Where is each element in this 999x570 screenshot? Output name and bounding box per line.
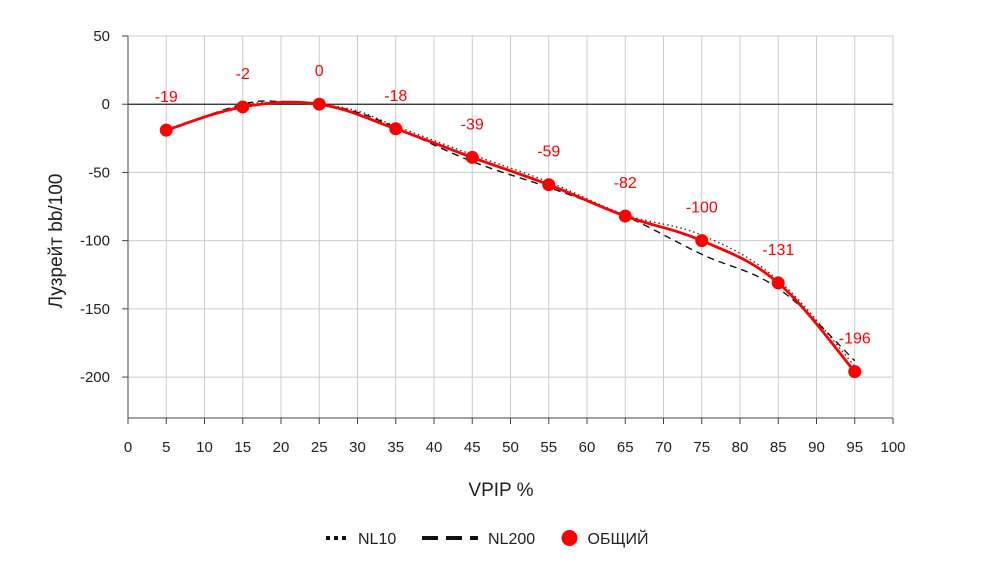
data-label: -2 xyxy=(236,66,250,83)
data-point-marker xyxy=(312,97,326,111)
data-label: -131 xyxy=(762,242,794,259)
data-point-marker xyxy=(695,234,709,248)
markers xyxy=(159,97,862,379)
x-tick-label: 65 xyxy=(617,439,634,456)
x-tick-label: 95 xyxy=(846,439,863,456)
legend-label: NL10 xyxy=(358,531,396,548)
y-tick-label: -50 xyxy=(88,164,110,181)
x-tick-label: 15 xyxy=(234,439,251,456)
x-tick-label: 25 xyxy=(311,439,328,456)
data-point-marker xyxy=(771,276,785,290)
x-tick-label: 0 xyxy=(124,439,132,456)
data-point-marker xyxy=(236,100,250,114)
x-tick-label: 40 xyxy=(426,439,443,456)
data-point-marker xyxy=(159,123,173,137)
data-labels: -19 -2 0 -18 -39 -59 -82 -100 -131 -196 xyxy=(155,63,871,347)
x-tick-label: 30 xyxy=(349,439,366,456)
x-tick-label: 85 xyxy=(770,439,787,456)
series-line-общий xyxy=(165,100,856,373)
data-label: -82 xyxy=(614,175,637,192)
data-point-marker xyxy=(618,209,632,223)
x-tick-label: 10 xyxy=(196,439,213,456)
x-tick-label: 80 xyxy=(732,439,749,456)
legend-swatch-total xyxy=(561,530,578,546)
data-label: 0 xyxy=(315,63,324,80)
x-tick-label: 50 xyxy=(502,439,519,456)
x-tick-label: 60 xyxy=(579,439,596,456)
y-axis-title: Лузрейт bb/100 xyxy=(46,174,67,309)
x-axis-title: VPIP % xyxy=(468,480,533,501)
x-tick-label: 75 xyxy=(693,439,710,456)
x-tick-label: 5 xyxy=(162,439,170,456)
x-tick-label: 100 xyxy=(880,439,905,456)
data-label: -19 xyxy=(155,89,178,106)
x-tick-label: 45 xyxy=(464,439,481,456)
y-tick-label: -200 xyxy=(80,369,110,386)
y-tick-label: 50 xyxy=(93,28,110,45)
data-point-marker xyxy=(465,150,479,164)
data-label: -18 xyxy=(384,88,407,105)
legend-label: ОБЩИЙ xyxy=(588,529,649,548)
x-tick-label: 90 xyxy=(808,439,825,456)
data-label: -100 xyxy=(686,200,718,217)
grid xyxy=(128,35,894,418)
x-tick-label: 20 xyxy=(273,439,290,456)
data-point-marker xyxy=(848,365,862,379)
x-tick-label: 35 xyxy=(387,439,404,456)
data-point-marker xyxy=(389,122,403,136)
data-label: -196 xyxy=(839,331,871,348)
x-tick-label: 55 xyxy=(540,439,557,456)
data-point-marker xyxy=(542,178,556,192)
axes: 0 5 10 15 20 25 30 35 40 45 50 55 60 65 70 75 80 85 90 95 10… xyxy=(80,28,906,456)
data-label: -59 xyxy=(537,144,560,161)
legend: NL10 NL200 ОБЩИЙ xyxy=(326,529,648,548)
x-tick-label: 70 xyxy=(655,439,672,456)
y-tick-label: -100 xyxy=(80,233,110,250)
y-tick-label: 0 xyxy=(102,96,110,113)
data-label: -39 xyxy=(461,116,484,133)
y-tick-label: -150 xyxy=(80,301,110,318)
legend-label: NL200 xyxy=(488,531,535,548)
